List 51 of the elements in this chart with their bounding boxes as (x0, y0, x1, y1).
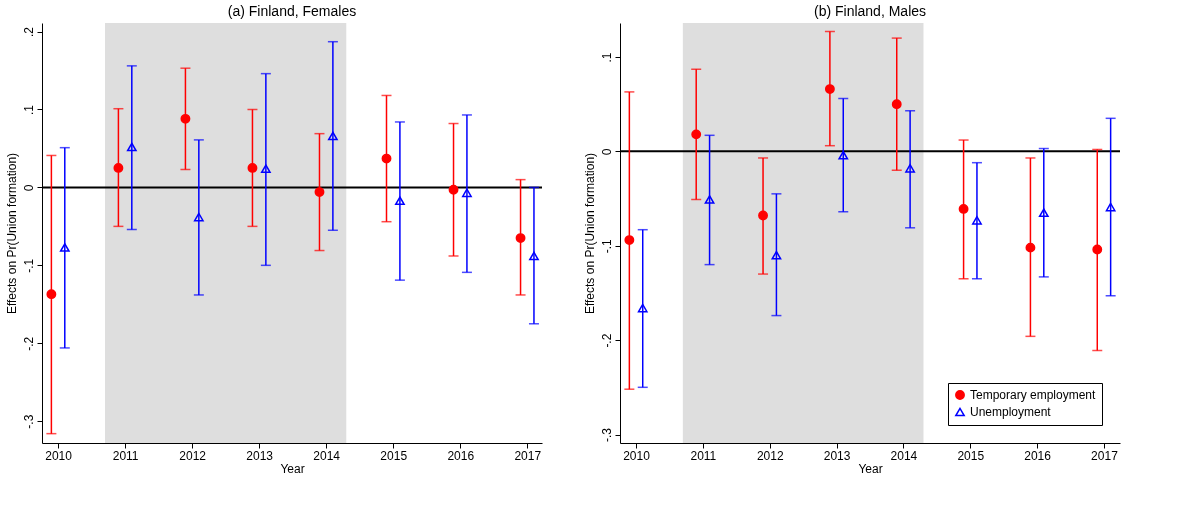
point (972, 215, 982, 225)
y-tick-label: .1 (599, 52, 614, 63)
point (905, 163, 916, 173)
x-tick-label: 2014 (890, 448, 918, 463)
y-axis-title: Effects on Pr(Union formation) (582, 152, 597, 315)
x-tick-label: 2015 (380, 448, 408, 463)
y-tick-label: 0 (21, 184, 36, 192)
x-tick-label: 2012 (179, 448, 207, 463)
chart-title: (b) Finland, Males (813, 3, 927, 19)
point (327, 131, 338, 141)
point (462, 188, 472, 198)
legend-label: Temporary employment (970, 388, 1097, 402)
point (771, 250, 782, 260)
x-tick-label: 2010 (623, 448, 651, 463)
x-tick-label: 2014 (313, 448, 341, 463)
y-tick-label: -.3 (21, 414, 36, 429)
y-tick-label: -.1 (599, 238, 614, 254)
point (193, 212, 204, 222)
y-tick-label: -.3 (599, 427, 614, 443)
x-tick-label: 2011 (690, 448, 717, 463)
point (838, 150, 849, 160)
x-axis-title: Year (280, 461, 305, 476)
y-tick-label: -.2 (599, 333, 614, 348)
x-tick-label: 2017 (1091, 448, 1119, 463)
x-axis-title: Year (858, 461, 883, 476)
x-tick-label: 2011 (112, 448, 139, 463)
point (1105, 202, 1116, 212)
y-tick-label: 0 (599, 148, 614, 156)
point (126, 142, 137, 152)
y-axis-title: Effects on Pr(Union formation) (4, 152, 19, 315)
x-tick-label: 2013 (246, 448, 274, 463)
point (394, 196, 405, 206)
x-tick-label: 2012 (756, 448, 784, 463)
x-tick-label: 2010 (45, 448, 73, 463)
legend-label: Unemployment (970, 405, 1052, 419)
y-tick-label: -.1 (21, 258, 36, 273)
x-tick-label: 2016 (1024, 448, 1052, 463)
x-tick-label: 2013 (823, 448, 851, 463)
y-tick-label: .1 (21, 104, 36, 115)
x-tick-label: 2015 (957, 448, 985, 463)
chart-title: (a) Finland, Females (227, 3, 357, 19)
point (704, 195, 715, 204)
y-tick-label: -.2 (21, 336, 36, 351)
point (529, 251, 539, 261)
point (1038, 208, 1049, 218)
y-tick-label: .2 (21, 26, 36, 38)
point (260, 164, 271, 174)
x-tick-label: 2017 (514, 448, 542, 463)
point (59, 243, 70, 252)
x-tick-label: 2016 (447, 448, 475, 463)
point (637, 303, 648, 313)
